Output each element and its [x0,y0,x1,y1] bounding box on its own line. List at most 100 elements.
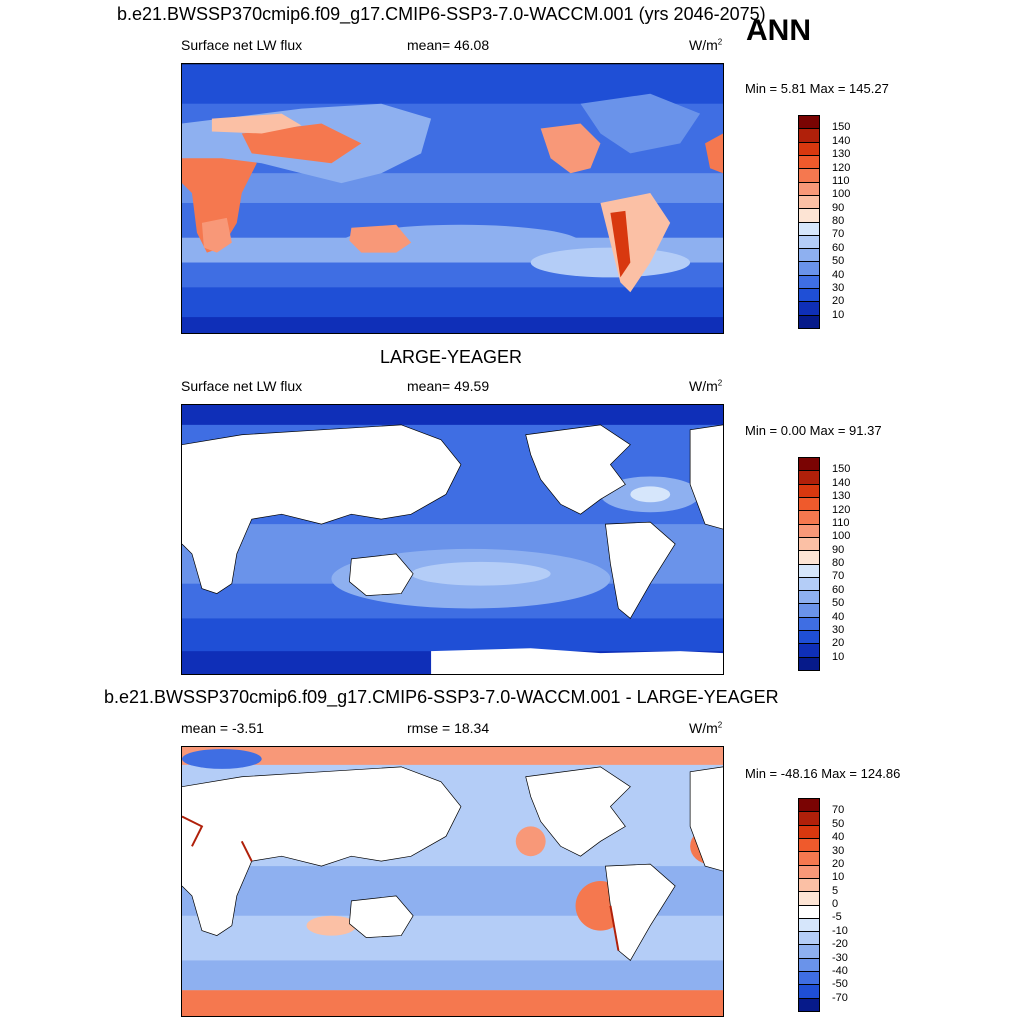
colorbar-swatch [799,116,819,129]
colorbar-label: 150 [832,463,851,476]
colorbar-swatch [799,576,819,591]
colorbar-label: 40 [832,831,845,844]
panel2-variable: Surface net LW flux [181,378,303,394]
colorbar-label: 90 [832,201,845,214]
panel2-colorbar [798,457,820,671]
colorbar-swatch [799,957,819,972]
colorbar-label: 10 [832,308,845,321]
panel2-units: W/m2 [689,378,723,394]
colorbar-swatch [799,877,819,892]
colorbar-label: 100 [832,530,851,543]
colorbar-swatch [799,248,819,262]
colorbar-label: 70 [832,570,845,583]
colorbar-label: 150 [832,121,851,134]
colorbar-swatch [799,536,819,551]
panel3-minmax: Min = -48.16 Max = 124.86 [745,766,901,781]
colorbar-swatch [799,181,819,195]
colorbar-label: 5 [832,884,839,897]
colorbar-label: 110 [832,516,850,529]
colorbar-swatch [799,314,819,328]
colorbar-label: 90 [832,543,845,556]
panel1-map [181,63,724,334]
colorbar-swatch [799,984,819,998]
panel1-colorbar [798,115,820,329]
colorbar-label: 130 [832,490,851,503]
colorbar-label: 80 [832,215,845,227]
panel2-minmax: Min = 0.00 Max = 91.37 [745,423,882,438]
colorbar-swatch [799,997,819,1011]
colorbar-swatch [799,824,819,838]
colorbar-swatch [799,194,819,209]
panel1-mean: mean= 46.08 [407,37,490,53]
colorbar-swatch [799,931,819,945]
colorbar-swatch [799,837,819,852]
colorbar-swatch [799,288,819,302]
colorbar-swatch [799,496,819,511]
colorbar-label: 50 [832,817,845,830]
colorbar-swatch [799,221,819,235]
colorbar-label: 20 [832,857,845,870]
panel3-colorbar [798,798,820,1012]
colorbar-swatch [799,811,819,825]
colorbar-swatch [799,470,819,484]
colorbar-label: 20 [832,295,845,308]
colorbar-label: -50 [832,978,848,991]
colorbar-swatch [799,656,819,670]
season-label: ANN [746,14,811,47]
colorbar-swatch [799,234,819,249]
colorbar-label: 30 [832,844,845,857]
panel3-rmse: rmse = 18.34 [407,720,490,736]
colorbar-label: -40 [832,964,848,977]
colorbar-swatch [799,523,819,537]
colorbar-swatch [799,550,819,564]
panel3-title: b.e21.BWSSP370cmip6.f09_g17.CMIP6-SSP3-7… [104,687,779,707]
panel1-title: b.e21.BWSSP370cmip6.f09_g17.CMIP6-SSP3-7… [117,4,766,24]
colorbar-swatch [799,630,819,644]
colorbar-swatch [799,510,819,524]
colorbar-label: 30 [832,623,845,636]
colorbar-label: 20 [832,637,845,650]
colorbar-swatch [799,563,819,577]
colorbar-label: 30 [832,281,845,294]
panel1-units: W/m2 [689,37,723,53]
panel3-units: W/m2 [689,720,723,736]
panel2-map [181,404,724,675]
colorbar-label: 40 [832,610,845,623]
colorbar-label: 60 [832,241,845,254]
colorbar-swatch [799,483,819,497]
colorbar-label: 10 [832,650,845,663]
colorbar-label: 120 [832,161,851,174]
colorbar-label: -70 [832,991,848,1004]
colorbar-swatch [799,261,819,275]
colorbar-label: 70 [832,228,845,241]
colorbar-swatch [799,128,819,142]
colorbar-label: 60 [832,583,845,596]
panel2-mean: mean= 49.59 [407,378,490,394]
panel3-mean: mean = -3.51 [181,720,264,736]
colorbar-swatch [799,904,819,918]
colorbar-swatch [799,917,819,932]
colorbar-label: -20 [832,938,848,951]
colorbar-swatch [799,208,819,222]
colorbar-label: 130 [832,148,851,161]
colorbar-swatch [799,458,819,471]
panel3-map [181,746,724,1017]
colorbar-label: 140 [832,476,851,489]
colorbar-swatch [799,944,819,958]
colorbar-label: 120 [832,503,851,516]
colorbar-label: 0 [832,898,839,910]
colorbar-label: 100 [832,188,851,201]
colorbar-swatch [799,891,819,905]
colorbar-label: 50 [832,597,845,610]
colorbar-label: -10 [832,924,848,937]
colorbar-swatch [799,643,819,657]
colorbar-swatch [799,141,819,155]
colorbar-swatch [799,799,819,812]
panel2-title: LARGE-YEAGER [380,347,523,367]
colorbar-swatch [799,971,819,985]
colorbar-label: -5 [832,911,842,924]
panel1-minmax: Min = 5.81 Max = 145.27 [745,81,889,96]
colorbar-label: 50 [832,255,845,268]
colorbar-swatch [799,154,819,169]
colorbar-swatch [799,603,819,617]
